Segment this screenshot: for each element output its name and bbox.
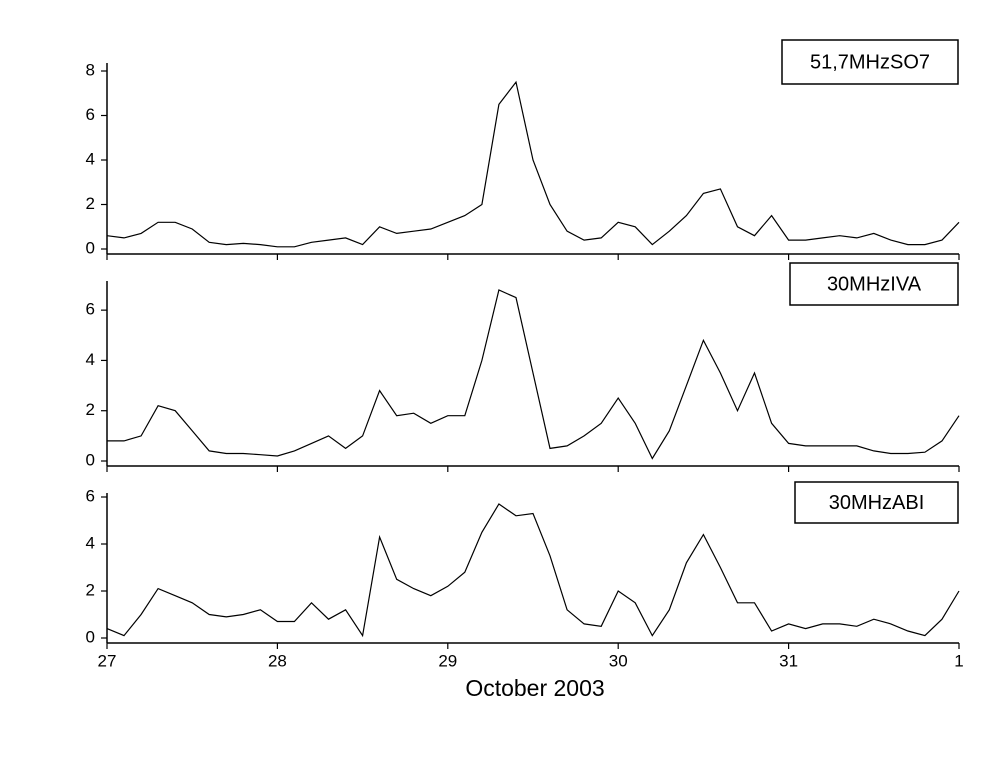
- y-tick-label: 4: [86, 533, 95, 552]
- x-axis-title: October 2003: [465, 675, 604, 701]
- x-tick-label: 31: [779, 651, 798, 670]
- x-tick-label: 29: [438, 651, 457, 670]
- y-tick-label: 0: [86, 238, 95, 257]
- legend-box: [789, 262, 959, 306]
- legend-label: 30MHzIVA: [827, 273, 922, 295]
- x-tick-label: 28: [268, 651, 287, 670]
- y-tick-label: 8: [86, 60, 95, 79]
- y-tick-label: 4: [86, 350, 95, 369]
- x-tick-label: 27: [98, 651, 117, 670]
- y-tick-label: 4: [86, 149, 95, 168]
- y-tick-label: 6: [86, 486, 95, 505]
- legend-label: 51,7MHzSO7: [810, 51, 930, 73]
- y-tick-label: 2: [86, 194, 95, 213]
- y-tick-label: 0: [86, 627, 95, 646]
- y-tick-label: 6: [86, 300, 95, 319]
- series-line: [107, 289, 960, 460]
- legend-box: [794, 481, 959, 524]
- legend-label: 30MHzABI: [829, 492, 925, 514]
- x-tick-label: 30: [609, 651, 628, 670]
- series-line: [106, 503, 960, 638]
- x-tick-label: 1: [954, 651, 963, 670]
- legend-box: [781, 39, 959, 85]
- y-tick-label: 2: [86, 400, 95, 419]
- y-tick-label: 6: [86, 105, 95, 124]
- series-line: [106, 80, 960, 248]
- y-tick-label: 0: [86, 450, 95, 469]
- y-tick-label: 2: [86, 580, 95, 599]
